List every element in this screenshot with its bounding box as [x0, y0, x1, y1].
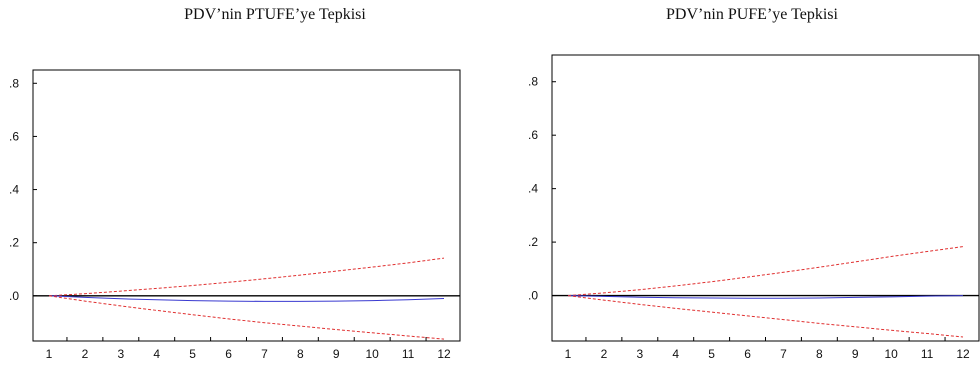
y-tick-label: .6: [528, 128, 538, 142]
x-tick-label: 12: [956, 347, 970, 361]
x-tick-label: 4: [153, 347, 160, 361]
chart-title-right: PDV’nin PUFE’ye Tepkisi: [666, 6, 838, 23]
y-tick-label: .8: [528, 75, 538, 89]
x-tick-label: 10: [885, 347, 899, 361]
upper-band-line: [567, 246, 964, 297]
x-tick-label: 2: [601, 347, 608, 361]
x-tick-label: 7: [261, 347, 268, 361]
x-tick-label: 1: [46, 347, 53, 361]
upper-band-line: [48, 257, 445, 297]
x-tick-label: 6: [225, 347, 232, 361]
x-tick-label: 12: [437, 347, 451, 361]
x-tick-label: 8: [816, 347, 823, 361]
y-tick-label: .6: [9, 129, 19, 143]
lower-band-line: [48, 295, 445, 340]
y-tick-label: .2: [9, 236, 19, 250]
x-tick-label: 11: [921, 347, 934, 361]
x-tick-label: 10: [366, 347, 380, 361]
impulse-response-chart-left: .0.2.4.6.81 2 3 4 5 6 7 8 9 10 11 12: [9, 69, 461, 361]
x-tick-label: 3: [117, 347, 124, 361]
x-tick-label: 9: [852, 347, 859, 361]
x-tick-label: 5: [708, 347, 715, 361]
x-tick-label: 2: [82, 347, 89, 361]
y-tick-label: .8: [9, 76, 19, 90]
x-tick-label: 11: [402, 347, 415, 361]
x-tick-label: 4: [672, 347, 679, 361]
lower-band-line: [567, 295, 964, 338]
response-line: [48, 295, 445, 302]
x-tick-label: 8: [297, 347, 304, 361]
impulse-response-chart-right: .0.2.4.6.81 2 3 4 5 6 7 8 9 10 11 12: [528, 54, 980, 361]
y-tick-label: .0: [528, 289, 538, 303]
x-tick-label: 7: [780, 347, 787, 361]
x-tick-label: 9: [333, 347, 340, 361]
x-tick-label: 1: [565, 347, 572, 361]
chart-title-left: PDV’nin PTUFE’ye Tepkisi: [184, 6, 366, 23]
x-tick-label: 6: [744, 347, 751, 361]
x-tick-label: 3: [636, 347, 643, 361]
response-line: [567, 295, 964, 299]
x-tick-label: 5: [189, 347, 196, 361]
y-tick-label: .4: [9, 183, 19, 197]
y-tick-label: .2: [528, 235, 538, 249]
y-tick-label: .0: [9, 289, 19, 303]
y-tick-label: .4: [528, 182, 538, 196]
